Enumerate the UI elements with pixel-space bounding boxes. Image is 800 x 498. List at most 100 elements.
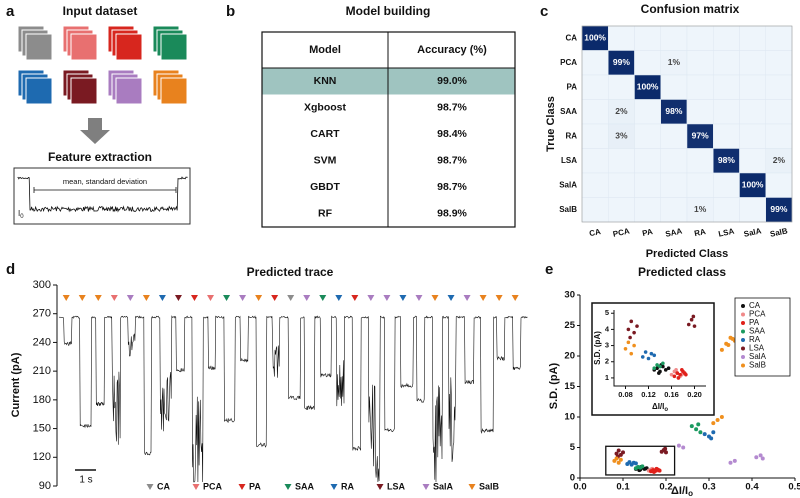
y-tick-label: 150 (33, 422, 51, 434)
point (711, 430, 716, 435)
table: Model Accuracy (%) KNN 99.0% Xgboost 98.7% CAR… (261, 31, 516, 228)
inset-point (691, 314, 696, 319)
panel-label: e (545, 261, 553, 278)
current-trace (58, 315, 528, 483)
legend-label: SAA (749, 327, 766, 336)
point (676, 443, 681, 448)
inset-point (628, 335, 632, 340)
data-square (160, 77, 188, 105)
heat-cell (660, 197, 688, 223)
inset-point (686, 322, 691, 327)
heat-cell (581, 172, 609, 198)
y-tick-label: 25 (564, 320, 575, 331)
y-tick-label: 0 (570, 473, 575, 484)
y-tick-label: 5 (605, 308, 609, 317)
point (698, 430, 703, 435)
y-tick-label: 15 (564, 381, 575, 392)
cell-label: 97% (692, 131, 709, 141)
event-marker (495, 295, 503, 301)
heat-cell (713, 74, 740, 100)
x-tick-label: LSA (718, 227, 736, 239)
y-tick-label: SalB (559, 205, 577, 214)
data-square (160, 33, 188, 61)
heat-cell (686, 74, 714, 100)
panel-subtitle: Feature extraction (48, 150, 152, 164)
inset-point (661, 361, 665, 366)
dataset-stacks (17, 25, 188, 105)
heat-cell (686, 50, 714, 76)
event-marker (126, 295, 134, 301)
legend-label: PCA (203, 481, 223, 491)
y-tick-label: RA (565, 131, 577, 140)
point (696, 422, 701, 427)
event-marker (511, 295, 519, 301)
scale-bar-label: 1 s (79, 475, 92, 486)
point (694, 427, 699, 432)
heat-cell (660, 50, 688, 76)
x-tick-label: RA (693, 227, 706, 238)
y-tick-label: 2 (605, 357, 609, 366)
heat-cell (765, 25, 793, 51)
table-cell: 98.9% (437, 208, 467, 220)
event-marker (190, 295, 198, 301)
inset-point (655, 363, 659, 367)
y-tick-label: LSA (561, 156, 577, 165)
heat-cell (660, 148, 688, 174)
baseline-label: I0 (18, 209, 24, 219)
y-tick-label: 4 (605, 324, 610, 333)
cell-label: 100% (584, 33, 606, 43)
point (656, 468, 661, 473)
legend-label: CA (157, 481, 170, 491)
point (702, 432, 707, 437)
event-marker (271, 295, 279, 301)
cell-label: 1% (668, 57, 681, 67)
heat-cell (713, 50, 740, 76)
inset-y-label: S.D. (pA) (593, 331, 602, 365)
event-marker (351, 295, 359, 301)
inset-point (632, 343, 636, 348)
inset-point (756, 247, 760, 251)
inset-point (658, 364, 662, 369)
inset-point (779, 20, 783, 24)
trace-chart: 90 120 150 180 210 240 270 300 CA PCA PA SAA RA LSA Sa… (33, 279, 528, 492)
cell-label: 100% (637, 82, 659, 92)
data-square (115, 77, 143, 105)
legend-box (734, 297, 791, 377)
y-tick-label: PCA (560, 58, 577, 67)
x-axis-label-sub: o (688, 489, 693, 498)
x-tick-label: 0.0 (573, 482, 586, 493)
heat-cell (713, 172, 740, 198)
x-tick-label: PA (641, 227, 653, 238)
heat-cell (739, 25, 766, 51)
inset-point (675, 371, 680, 375)
legend-marker (284, 484, 292, 490)
x-tick-label: SAA (665, 226, 684, 238)
event-marker (431, 295, 439, 301)
heat-cell (713, 123, 740, 149)
y-tick-label: SAA (560, 107, 577, 116)
legend-label: SalB (479, 481, 500, 491)
point (616, 448, 621, 453)
inset-point (640, 355, 645, 359)
table-cell: KNN (314, 75, 337, 87)
event-marker (319, 295, 327, 301)
inset-point (750, 282, 754, 286)
heat-cell (608, 197, 635, 223)
data-square (70, 33, 98, 61)
table-cell: 98.7% (437, 155, 467, 167)
heat-cell (765, 74, 793, 100)
cell-label: 100% (742, 180, 764, 190)
heat-cell (634, 50, 661, 76)
x-axis-label: ΔI/Io (671, 485, 693, 498)
inset-point (655, 366, 659, 371)
zoom-box (605, 445, 676, 476)
x-tick-label: PCA (612, 226, 631, 238)
axes (613, 310, 706, 387)
heat-cell (686, 197, 714, 223)
point (664, 450, 668, 455)
cell-label: 98% (718, 155, 735, 165)
event-marker (142, 295, 150, 301)
inset-point (652, 353, 657, 358)
table-cell: SVM (314, 155, 337, 167)
inset-point (744, 276, 748, 280)
